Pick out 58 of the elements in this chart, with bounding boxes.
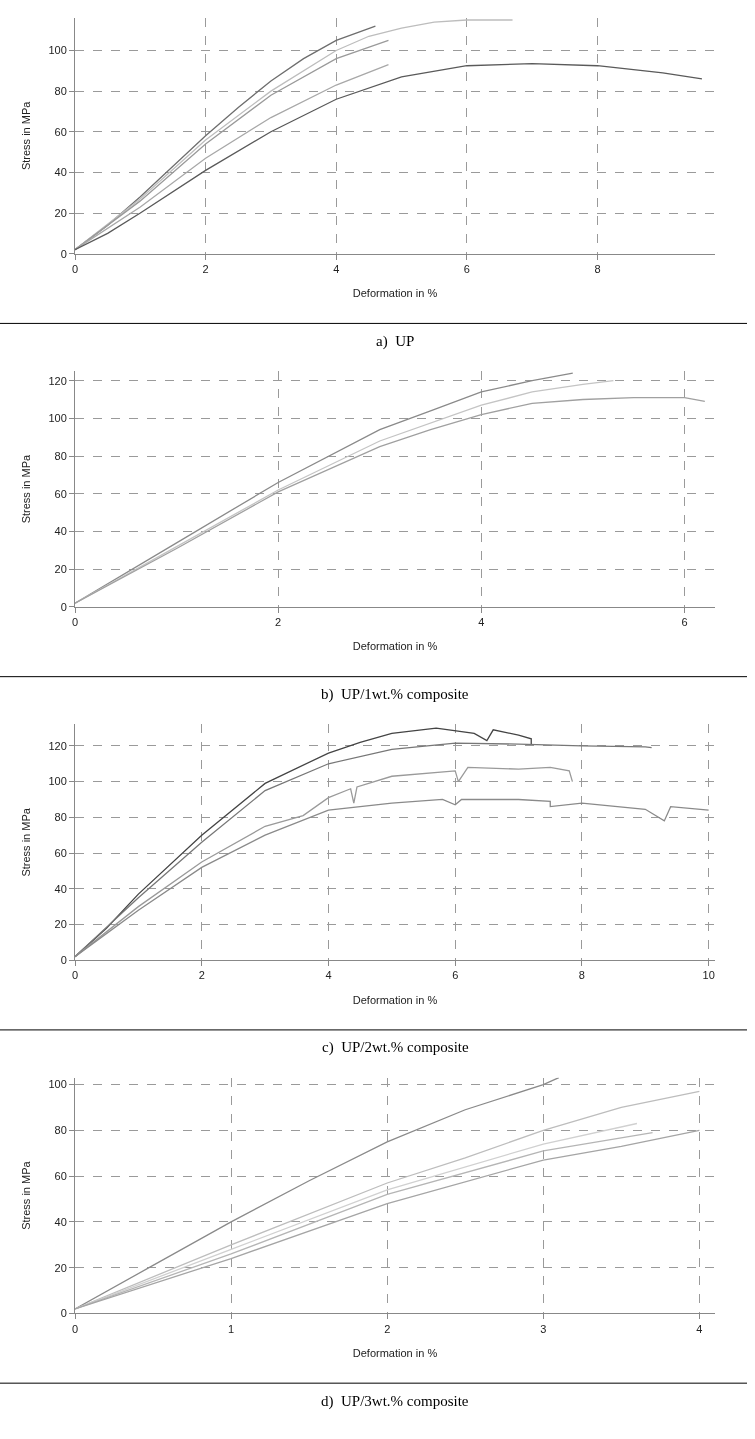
y-tick-label: 20 — [54, 563, 67, 576]
y-axis-title: Stress in MPa — [20, 1160, 33, 1230]
x-tick-label: 6 — [681, 616, 688, 629]
text: d) UP/3wt.% composite — [321, 1393, 469, 1410]
x-axis-title: Deformation in % — [352, 993, 438, 1006]
y-tick-label: 20 — [54, 206, 67, 219]
x-tick-label: 4 — [333, 262, 340, 275]
x-tick-label: 4 — [478, 616, 485, 629]
y-tick-label: 40 — [54, 1215, 67, 1228]
x-tick-label: 8 — [578, 969, 585, 982]
x-tick-label: 6 — [452, 969, 459, 982]
x-axis-title: Deformation in % — [352, 640, 438, 653]
y-tick-label: 60 — [54, 125, 67, 138]
y-tick-label: 120 — [48, 374, 67, 387]
x-tick-label: 3 — [540, 1322, 547, 1335]
x-tick-label: 2 — [198, 969, 205, 982]
y-tick-label: 20 — [54, 918, 67, 931]
y-tick-label: 60 — [54, 1169, 67, 1182]
y-tick-label: 80 — [54, 449, 67, 462]
y-tick-label: 120 — [48, 739, 67, 752]
x-tick-label: 0 — [71, 1322, 79, 1335]
y-tick-label: 20 — [54, 1261, 67, 1274]
x-tick-label: 6 — [463, 262, 470, 275]
y-axis-title: Stress in MPa — [20, 807, 33, 877]
x-tick-label: 2 — [275, 616, 282, 629]
x-tick-label: 4 — [325, 969, 332, 982]
y-tick-label: 0 — [60, 1307, 67, 1320]
text: b) UP/1wt.% composite — [321, 686, 469, 703]
x-axis-title: Deformation in % — [352, 1346, 438, 1359]
y-tick-label: 100 — [48, 775, 67, 788]
y-tick-label: 100 — [48, 412, 67, 425]
x-axis-title: Deformation in % — [352, 287, 438, 300]
y-tick-label: 60 — [54, 487, 67, 500]
y-tick-label: 60 — [54, 846, 67, 859]
x-tick-label: 1 — [228, 1322, 235, 1335]
x-tick-label: 0 — [71, 969, 79, 982]
x-tick-label: 2 — [202, 262, 209, 275]
y-tick-label: 40 — [54, 525, 67, 538]
y-tick-label: 80 — [54, 84, 67, 97]
text: c) UP/2wt.% composite — [322, 1039, 469, 1056]
y-tick-label: 100 — [48, 1078, 67, 1091]
x-tick-label: 4 — [696, 1322, 703, 1335]
y-tick-label: 0 — [60, 954, 67, 967]
y-tick-label: 40 — [54, 882, 67, 895]
x-tick-label: 0 — [71, 616, 79, 629]
x-tick-label: 8 — [594, 262, 601, 275]
x-tick-label: 0 — [71, 262, 79, 275]
y-tick-label: 80 — [54, 1124, 67, 1137]
text: a) UP — [376, 333, 415, 350]
y-tick-label: 0 — [60, 247, 67, 260]
y-tick-label: 100 — [48, 44, 67, 57]
x-tick-label: 10 — [702, 969, 715, 982]
y-tick-label: 40 — [54, 166, 67, 179]
y-tick-label: 0 — [60, 600, 67, 613]
y-axis-title: Stress in MPa — [20, 453, 33, 524]
y-axis-title: Stress in MPa — [20, 100, 33, 171]
y-tick-label: 80 — [54, 811, 67, 824]
x-tick-label: 2 — [384, 1322, 391, 1335]
